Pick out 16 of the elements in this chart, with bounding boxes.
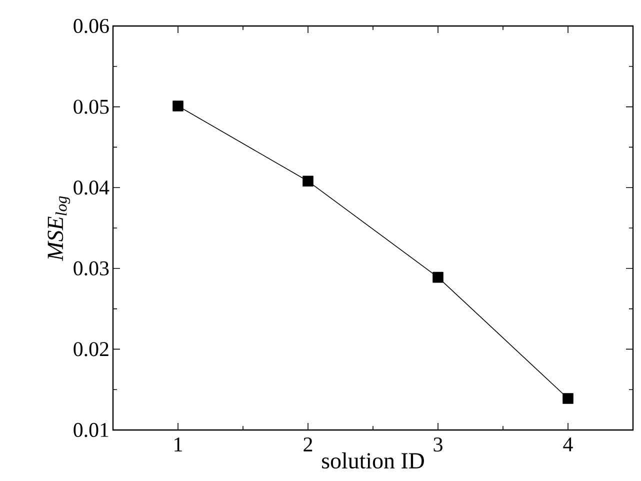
x-tick-label: 4: [563, 438, 573, 452]
point: [172, 100, 184, 112]
y-tick-label: 0.05: [74, 100, 109, 114]
point: [562, 393, 574, 404]
x-tick-label: 1: [174, 438, 182, 452]
x-tick-label: 2: [304, 438, 312, 452]
y-tick-label: 0.04: [74, 180, 110, 195]
y-tick-label: 0.02: [74, 342, 108, 356]
x-axis-title: solution ID: [322, 452, 424, 469]
point: [432, 272, 444, 283]
y-axis-title: MSE$_{log}$: [48, 196, 70, 262]
x-tick-label: 3: [434, 438, 442, 452]
y-tick-label: 0.01: [74, 422, 108, 438]
point: [302, 176, 314, 187]
y-tick-label: 0.03: [74, 261, 109, 276]
y-tick-label: 0.06: [74, 18, 109, 34]
